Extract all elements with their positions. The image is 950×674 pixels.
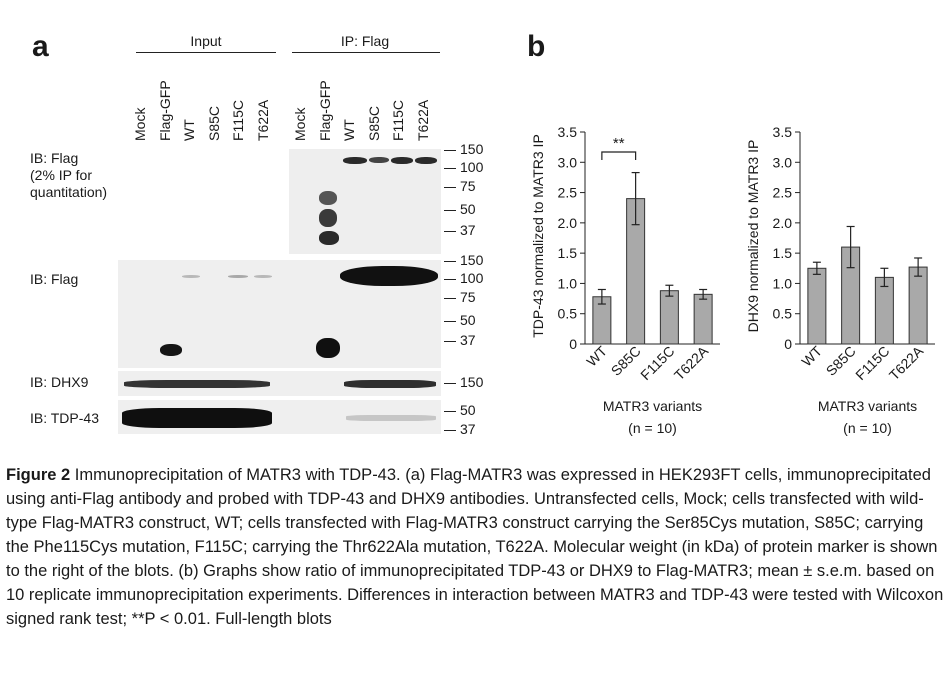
band	[316, 338, 340, 358]
band	[160, 344, 182, 356]
band	[391, 157, 413, 164]
band	[319, 209, 337, 227]
row-label-dhx9: IB: DHX9	[30, 374, 89, 390]
bar	[874, 276, 894, 345]
y-tick-label: 3.0	[773, 154, 793, 170]
band	[343, 157, 367, 164]
y-tick-label: 2.0	[558, 215, 578, 231]
y-tick-label: 1.0	[558, 275, 578, 291]
blot-flag-2pct	[289, 149, 441, 254]
y-tick-label: 0	[784, 336, 792, 352]
input-group-line	[136, 52, 276, 53]
band	[319, 191, 337, 205]
lane-label: F115C	[230, 100, 246, 141]
band	[415, 157, 437, 164]
y-tick-label: 2.5	[558, 185, 578, 201]
y-tick-label: 0	[569, 336, 577, 352]
mw-marker: 50	[444, 312, 476, 328]
significance-bracket	[601, 151, 637, 160]
band	[182, 275, 200, 278]
panel-a-letter: a	[32, 30, 49, 63]
mw-marker: 75	[444, 289, 476, 305]
bar	[807, 267, 827, 345]
y-axis-label: TDP-43 normalized to MATR3 IP	[530, 134, 546, 338]
lane-label: Mock	[132, 107, 148, 141]
lane-label: Flag-GFP	[316, 80, 333, 141]
bar	[693, 293, 713, 345]
ip-group-header: IP: Flag	[340, 33, 390, 49]
y-tick-label: 2.5	[773, 185, 793, 201]
x-tick-label: T622A	[886, 342, 927, 383]
band	[340, 266, 438, 286]
x-tick-label: WT	[583, 342, 610, 369]
mw-marker: 50	[444, 201, 476, 217]
blot-flag	[118, 260, 441, 368]
row-label-tdp43: IB: TDP-43	[30, 410, 99, 426]
band	[319, 231, 339, 245]
lane-label: T622A	[414, 99, 431, 141]
lane-label: Mock	[292, 107, 308, 141]
lane-label: WT	[181, 119, 197, 141]
lane-label: S85C	[205, 105, 222, 141]
mw-marker: 50	[444, 402, 476, 418]
y-tick-label: 3.5	[773, 124, 793, 140]
significance-marker: **	[613, 135, 625, 152]
mw-marker: 37	[444, 222, 476, 238]
mw-marker: 100	[444, 270, 483, 286]
x-tick-label: T622A	[671, 342, 712, 383]
caption-text: Immunoprecipitation of MATR3 with TDP-43…	[6, 466, 944, 628]
panel-b-letter: b	[527, 30, 546, 63]
bar	[908, 266, 928, 345]
x-axis-label: MATR3 variants	[603, 398, 702, 414]
mw-marker: 150	[444, 141, 483, 157]
y-tick-label: 1.5	[558, 245, 578, 261]
y-axis-label: DHX9 normalized to MATR3 IP	[745, 140, 761, 333]
blot-dhx9	[118, 371, 441, 396]
input-group-header: Input	[190, 33, 222, 49]
panel-b-charts: 00.51.01.52.02.53.03.5WTS85CF115CT622ATD…	[530, 124, 935, 436]
y-tick-label: 0.5	[558, 306, 578, 322]
lane-label: S85C	[365, 105, 382, 141]
caption-label: Figure 2	[6, 466, 71, 484]
band	[228, 275, 248, 278]
row-label-flag-2pct: IB: Flag (2% IP for quantitation)	[30, 150, 108, 200]
figure-caption: Figure 2 Immunoprecipitation of MATR3 wi…	[6, 463, 944, 631]
x-tick-label: F115C	[637, 343, 677, 383]
mw-marker: 37	[444, 421, 476, 437]
x-tick-label: F115C	[852, 343, 892, 383]
mw-marker: 150	[444, 374, 483, 390]
ip-group-line	[292, 52, 440, 53]
band	[124, 380, 270, 388]
band	[122, 408, 272, 428]
y-tick-label: 3.0	[558, 154, 578, 170]
x-axis-label: MATR3 variants	[818, 398, 917, 414]
mw-marker: 75	[444, 178, 476, 194]
y-tick-label: 0.5	[773, 306, 793, 322]
bar	[659, 290, 679, 345]
band	[254, 275, 272, 278]
y-tick-label: 1.5	[773, 245, 793, 261]
band	[344, 380, 436, 388]
row-label-flag: IB: Flag	[30, 271, 79, 287]
y-tick-label: 1.0	[773, 275, 793, 291]
sample-size-note: (n = 10)	[843, 420, 892, 436]
lane-label: T622A	[254, 99, 271, 141]
lane-label: F115C	[390, 100, 406, 141]
band	[369, 157, 389, 163]
mw-marker: 37	[444, 332, 476, 348]
x-tick-label: WT	[798, 342, 825, 369]
blot-tdp43	[118, 400, 441, 434]
lane-label: Flag-GFP	[156, 80, 173, 141]
mw-marker: 100	[444, 159, 483, 175]
y-tick-label: 3.5	[558, 124, 578, 140]
y-tick-label: 2.0	[773, 215, 793, 231]
lane-label: WT	[341, 119, 357, 141]
sample-size-note: (n = 10)	[628, 420, 677, 436]
mw-marker: 150	[444, 252, 483, 268]
band	[346, 415, 436, 421]
